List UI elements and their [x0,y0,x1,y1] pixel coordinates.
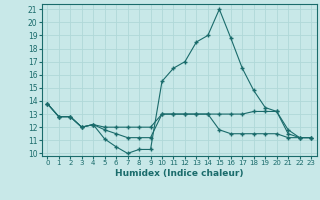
X-axis label: Humidex (Indice chaleur): Humidex (Indice chaleur) [115,169,244,178]
